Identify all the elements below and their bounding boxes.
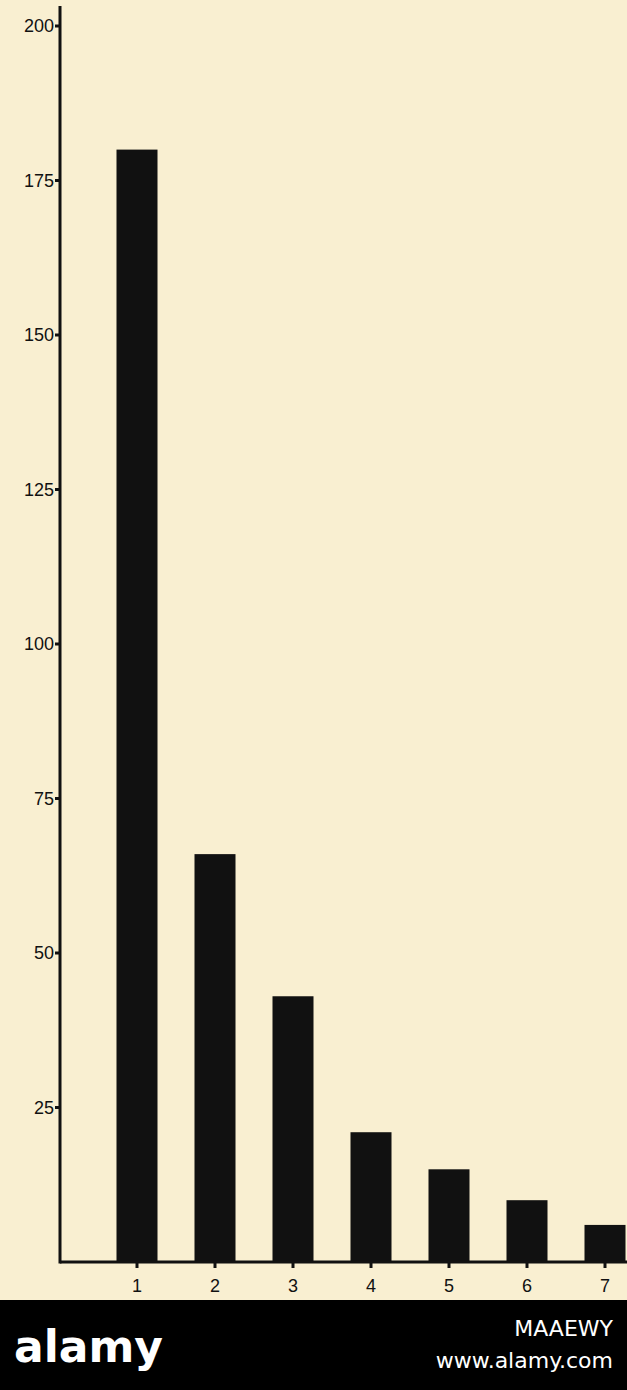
bar <box>195 854 236 1262</box>
y-tick <box>55 952 60 955</box>
x-tick-label: 7 <box>600 1276 610 1296</box>
y-axis <box>59 6 62 1264</box>
y-tick <box>55 179 60 182</box>
y-tick <box>55 25 60 28</box>
bar <box>351 1132 392 1262</box>
y-tick-label: 175 <box>24 171 54 191</box>
x-tick <box>214 1262 217 1268</box>
bar <box>273 996 314 1262</box>
y-tick-label: 75 <box>34 789 54 809</box>
chart-root: 25 50 75 100 125 150 175 200 1 2 3 4 5 6 7 alamy MAAEWY w… <box>0 0 627 1390</box>
x-tick-label: 6 <box>522 1276 532 1296</box>
bars <box>117 150 626 1262</box>
x-tick <box>136 1262 139 1268</box>
y-tick <box>55 643 60 646</box>
y-tick-label: 100 <box>24 634 54 654</box>
bar <box>117 150 158 1262</box>
bar <box>507 1200 548 1262</box>
x-axis <box>60 1261 627 1264</box>
bar <box>585 1225 626 1262</box>
footer-strip <box>0 1300 627 1390</box>
watermark-text: www.alamy.com <box>436 1348 613 1373</box>
x-tick-label: 1 <box>132 1276 142 1296</box>
chart-svg: 25 50 75 100 125 150 175 200 1 2 3 4 5 6 7 alamy MAAEWY w… <box>0 0 627 1390</box>
y-tick <box>55 334 60 337</box>
x-tick-label: 5 <box>444 1276 454 1296</box>
y-tick <box>55 488 60 491</box>
x-tick <box>370 1262 373 1268</box>
x-tick <box>604 1262 607 1268</box>
y-tick <box>55 797 60 800</box>
x-tick-label: 4 <box>366 1276 376 1296</box>
x-tick <box>448 1262 451 1268</box>
y-tick-label: 50 <box>34 943 54 963</box>
background <box>0 0 627 1390</box>
y-tick-label: 150 <box>24 325 54 345</box>
y-tick <box>55 1106 60 1109</box>
x-tick-label: 3 <box>288 1276 298 1296</box>
watermark-text: alamy <box>14 1321 163 1372</box>
watermark-text: MAAEWY <box>514 1316 613 1341</box>
y-tick-label: 25 <box>34 1098 54 1118</box>
x-tick <box>526 1262 529 1268</box>
x-tick-label: 2 <box>210 1276 220 1296</box>
y-tick-label: 200 <box>24 16 54 36</box>
x-tick <box>292 1262 295 1268</box>
bar <box>429 1169 470 1262</box>
y-tick-label: 125 <box>24 480 54 500</box>
